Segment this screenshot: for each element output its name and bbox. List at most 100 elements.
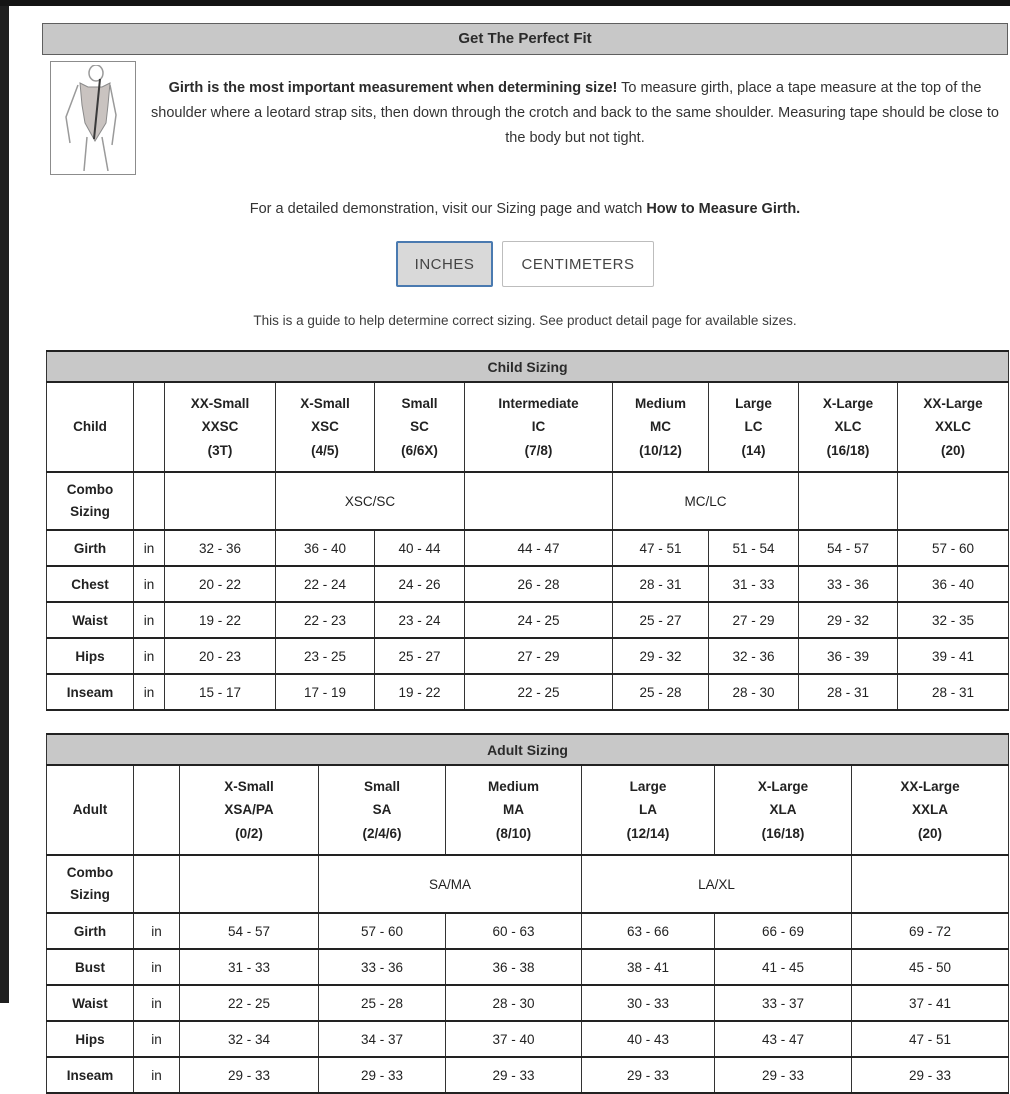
size-value-cell: 36 - 39 xyxy=(798,637,898,675)
measurement-label-cell: Inseam xyxy=(46,673,134,711)
size-value-cell: 28 - 31 xyxy=(612,565,709,603)
measurement-row: Waist in 22 - 25 25 - 28 28 - 30 30 - 33 33 - … xyxy=(46,984,1010,1022)
size-value-cell: 23 - 24 xyxy=(374,601,465,639)
size-value-cell: 34 - 37 xyxy=(318,1020,446,1058)
size-value-cell: 20 - 22 xyxy=(164,565,276,603)
combo-size-cell xyxy=(896,471,1010,531)
size-value-cell: 33 - 36 xyxy=(798,565,898,603)
unit-header-cell xyxy=(133,764,180,856)
unit-toggle-group: INCHES CENTIMETERS xyxy=(42,241,1008,287)
size-value-cell: 40 - 44 xyxy=(374,529,465,567)
sizing-guide-page: Get The Perfect Fit Girth is the most im… xyxy=(42,23,1010,1094)
measurement-row: Girth in 32 - 36 36 - 40 40 - 44 44 - 47 47 - … xyxy=(46,529,1010,567)
unit-cell: in xyxy=(133,912,180,950)
intro-regular-text: To measure girth, place a tape measure a… xyxy=(151,79,999,147)
unit-cell: in xyxy=(133,565,165,603)
size-value-cell: 66 - 69 xyxy=(714,912,852,950)
size-value-cell: 22 - 25 xyxy=(179,984,319,1022)
size-value-cell: 33 - 36 xyxy=(318,948,446,986)
unit-cell: in xyxy=(133,1056,180,1094)
size-value-cell: 38 - 41 xyxy=(581,948,715,986)
size-value-cell: 22 - 24 xyxy=(275,565,375,603)
measurement-label-cell: Hips xyxy=(46,1020,134,1058)
size-value-cell: 32 - 36 xyxy=(164,529,276,567)
size-column-header: Intermediate IC (7/8) xyxy=(464,381,613,473)
size-value-cell: 36 - 38 xyxy=(445,948,582,986)
size-value-cell: 32 - 36 xyxy=(708,637,799,675)
size-value-cell: 54 - 57 xyxy=(798,529,898,567)
size-value-cell: 30 - 33 xyxy=(581,984,715,1022)
leotard-girth-diagram xyxy=(50,61,136,175)
size-value-cell: 29 - 32 xyxy=(612,637,709,675)
size-value-cell: 29 - 33 xyxy=(445,1056,582,1094)
size-value-cell: 23 - 25 xyxy=(275,637,375,675)
unit-cell: in xyxy=(133,1020,180,1058)
size-column-header: Large LA (12/14) xyxy=(581,764,715,856)
size-value-cell: 29 - 33 xyxy=(179,1056,319,1094)
size-column-header: Large LC (14) xyxy=(708,381,799,473)
size-value-cell: 28 - 31 xyxy=(896,673,1010,711)
page-left-border xyxy=(0,6,9,1003)
size-value-cell: 24 - 26 xyxy=(374,565,465,603)
size-value-cell: 45 - 50 xyxy=(850,948,1010,986)
size-column-header: X-Large XLA (16/18) xyxy=(714,764,852,856)
measurement-label-cell: Waist xyxy=(46,601,134,639)
child-sizing-table-container: Child Sizing Child XX-Small XXSC (3T) X-Sma… xyxy=(42,350,1010,711)
size-column-header: Small SA (2/4/6) xyxy=(318,764,446,856)
size-column-header: Medium MC (10/12) xyxy=(612,381,709,473)
size-value-cell: 15 - 17 xyxy=(164,673,276,711)
group-label-cell: Adult xyxy=(46,764,134,856)
size-column-header: XX-Large XXLA (20) xyxy=(850,764,1010,856)
unit-cell: in xyxy=(133,948,180,986)
sizing-note: This is a guide to help determine correc… xyxy=(253,313,797,328)
unit-cell: in xyxy=(133,984,180,1022)
size-column-header: X-Large XLC (16/18) xyxy=(798,381,898,473)
unit-cell: in xyxy=(133,529,165,567)
measurement-label-cell: Waist xyxy=(46,984,134,1022)
size-value-cell: 40 - 43 xyxy=(581,1020,715,1058)
measurement-row: Hips in 32 - 34 34 - 37 37 - 40 40 - 43 43 - 4… xyxy=(46,1020,1010,1058)
measurement-row: Inseam in 15 - 17 17 - 19 19 - 22 22 - 25 25 -… xyxy=(46,673,1010,711)
size-value-cell: 28 - 31 xyxy=(798,673,898,711)
size-value-cell: 36 - 40 xyxy=(275,529,375,567)
size-value-cell: 31 - 33 xyxy=(708,565,799,603)
size-value-cell: 32 - 34 xyxy=(179,1020,319,1058)
group-label-cell: Child xyxy=(46,381,134,473)
unit-cell xyxy=(133,471,165,531)
measurement-row: Girth in 54 - 57 57 - 60 60 - 63 63 - 66 66 - … xyxy=(46,912,1010,950)
combo-size-cell xyxy=(850,854,1010,914)
intro-section: Girth is the most important measurement … xyxy=(42,61,1008,175)
size-value-cell: 32 - 35 xyxy=(896,601,1010,639)
measurement-label-cell: Girth xyxy=(46,912,134,950)
measurement-label-cell: Chest xyxy=(46,565,134,603)
measurement-row: Inseam in 29 - 33 29 - 33 29 - 33 29 - 33 29 -… xyxy=(46,1056,1010,1094)
combo-size-cell: SA/MA xyxy=(318,854,582,914)
size-value-cell: 29 - 33 xyxy=(318,1056,446,1094)
size-value-cell: 29 - 33 xyxy=(581,1056,715,1094)
size-value-cell: 51 - 54 xyxy=(708,529,799,567)
size-value-cell: 41 - 45 xyxy=(714,948,852,986)
size-value-cell: 33 - 37 xyxy=(714,984,852,1022)
measurement-label-cell: Girth xyxy=(46,529,134,567)
unit-cell: in xyxy=(133,637,165,675)
page-top-border xyxy=(0,0,1010,6)
inches-button[interactable]: INCHES xyxy=(396,241,493,287)
size-value-cell: 57 - 60 xyxy=(896,529,1010,567)
combo-size-cell xyxy=(179,854,319,914)
child-sizing-table: Child Sizing Child XX-Small XXSC (3T) X-Sma… xyxy=(45,350,1010,711)
demo-prefix-text: For a detailed demonstration, visit our … xyxy=(249,201,647,217)
measurement-label-cell: Inseam xyxy=(46,1056,134,1094)
size-value-cell: 60 - 63 xyxy=(445,912,582,950)
centimeters-button[interactable]: CENTIMETERS xyxy=(502,241,654,287)
page-title: Get The Perfect Fit xyxy=(42,23,1008,55)
size-value-cell: 31 - 33 xyxy=(179,948,319,986)
measurement-row: Chest in 20 - 22 22 - 24 24 - 26 26 - 28 28 - … xyxy=(46,565,1010,603)
combo-size-cell xyxy=(798,471,898,531)
unit-cell xyxy=(133,854,180,914)
size-value-cell: 27 - 29 xyxy=(708,601,799,639)
adult-sizing-table-container: Adult Sizing Adult X-Small XSA/PA (0/2) Sma… xyxy=(42,733,1010,1094)
size-value-cell: 37 - 40 xyxy=(445,1020,582,1058)
measurement-row: Bust in 31 - 33 33 - 36 36 - 38 38 - 41 41 - 4… xyxy=(46,948,1010,986)
size-column-header: XX-Large XXLC (20) xyxy=(896,381,1010,473)
size-value-cell: 25 - 27 xyxy=(374,637,465,675)
